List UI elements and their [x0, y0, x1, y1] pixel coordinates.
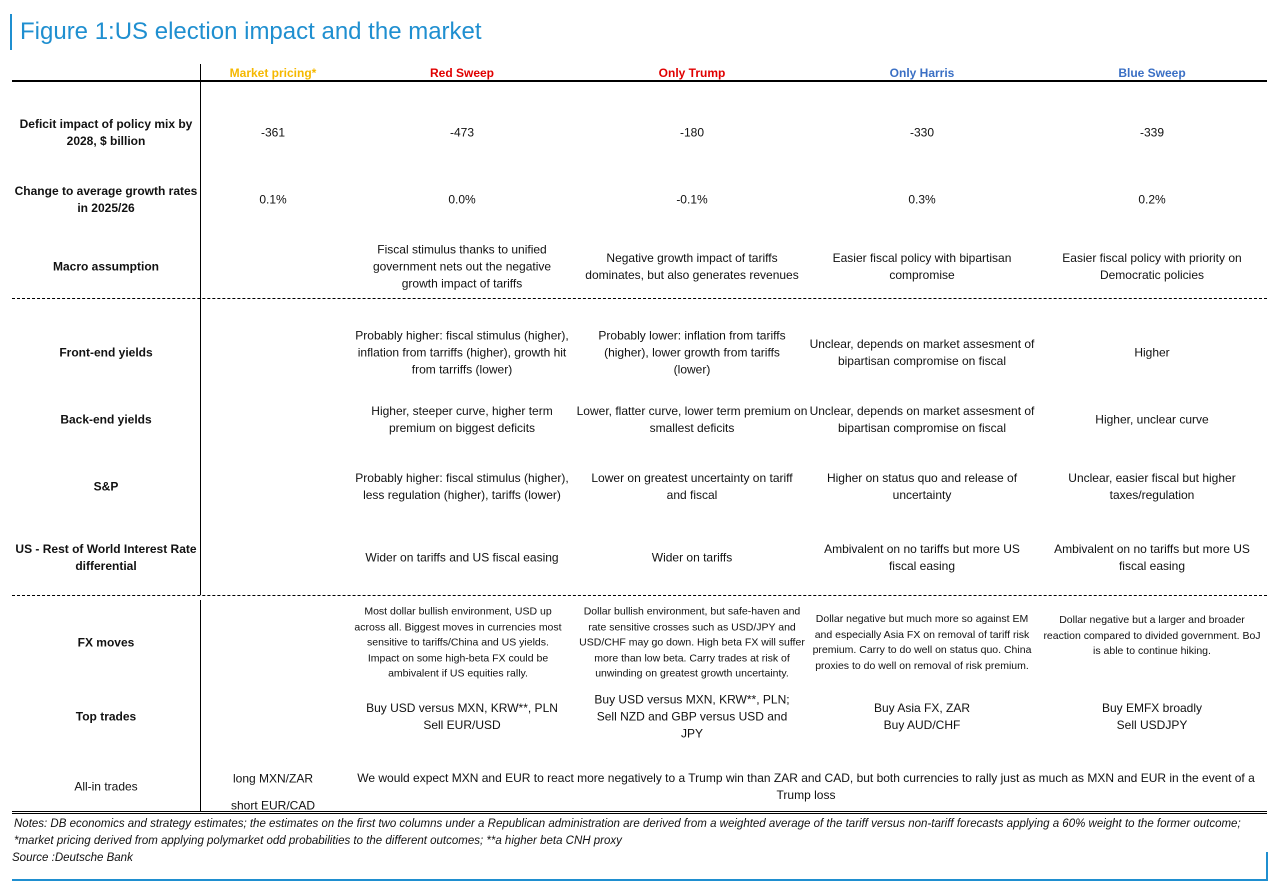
- cell-back-end-red-sweep: Higher, steeper curve, higher term premi…: [371, 404, 553, 435]
- column-header-only-trump: Only Trump: [658, 66, 726, 80]
- cell-deficit-blue-sweep: -339: [1139, 125, 1165, 140]
- row-label-growth: Change to average growth rates in 2025/2…: [14, 184, 198, 215]
- row-label-back-end-yields: Back-end yields: [60, 412, 152, 427]
- label-divider-3: [200, 600, 201, 812]
- cell-rate-diff-blue-sweep: Ambivalent on no tariffs but more US fis…: [1054, 542, 1250, 573]
- label-divider-2: [200, 304, 201, 595]
- cell-top-trades-blue-sweep: Buy EMFX broadly Sell USDJPY: [1101, 701, 1203, 732]
- cell-macro-only-trump: Negative growth impact of tariffs domina…: [585, 251, 799, 282]
- column-header-market-pricing: Market pricing*: [229, 66, 317, 80]
- cell-sp-only-harris: Higher on status quo and release of unce…: [826, 471, 1018, 502]
- source-note: Source :Deutsche Bank: [12, 852, 133, 864]
- cell-growth-only-trump: -0.1%: [676, 192, 708, 207]
- page-title: Figure 1:US election impact and the mark…: [20, 18, 482, 45]
- cell-deficit-market: -361: [260, 125, 286, 140]
- cell-fx-red-sweep: Most dollar bullish environment, USD up …: [354, 605, 562, 680]
- cell-macro-red-sweep: Fiscal stimulus thanks to unified govern…: [372, 242, 552, 291]
- label-divider-gap-1: [200, 298, 201, 304]
- cell-fx-blue-sweep: Dollar negative but a larger and broader…: [1043, 613, 1261, 657]
- cell-front-end-only-trump: Probably lower: inflation from tariffs (…: [598, 328, 786, 377]
- label-divider: [200, 64, 201, 298]
- cell-back-end-blue-sweep: Higher, unclear curve: [1095, 412, 1209, 427]
- footer-rule: [12, 879, 1268, 881]
- cell-growth-market: 0.1%: [259, 192, 287, 207]
- cell-growth-red-sweep: 0.0%: [448, 192, 476, 207]
- column-header-red-sweep: Red Sweep: [429, 66, 495, 80]
- cell-growth-only-harris: 0.3%: [908, 192, 936, 207]
- cell-all-in-market-long: long MXN/ZAR: [232, 771, 314, 786]
- cell-front-end-only-harris: Unclear, depends on market assesment of …: [809, 337, 1035, 368]
- cell-deficit-red-sweep: -473: [449, 125, 475, 140]
- cell-front-end-blue-sweep: Higher: [1134, 345, 1170, 360]
- cell-top-trades-red-sweep: Buy USD versus MXN, KRW**, PLN Sell EUR/…: [366, 701, 558, 732]
- cell-fx-only-trump: Dollar bullish environment, but safe-hav…: [579, 605, 805, 680]
- title-bar: Figure 1:US election impact and the mark…: [10, 14, 1270, 50]
- cell-back-end-only-trump: Lower, flatter curve, lower term premium…: [576, 404, 808, 435]
- row-label-fx-moves: FX moves: [77, 635, 135, 650]
- cell-deficit-only-trump: -180: [679, 125, 705, 140]
- cell-top-trades-only-harris: Buy Asia FX, ZAR Buy AUD/CHF: [873, 701, 971, 732]
- header-rule: [12, 80, 1267, 82]
- cell-all-in-market-short: short EUR/CAD: [230, 798, 316, 813]
- section-divider-2: [12, 595, 1267, 596]
- section-divider-1: [12, 298, 1267, 299]
- cell-growth-blue-sweep: 0.2%: [1138, 192, 1166, 207]
- row-label-all-in-trades: All-in trades: [74, 779, 138, 794]
- cell-rate-diff-only-harris: Ambivalent on no tariffs but more US fis…: [824, 542, 1020, 573]
- cell-rate-diff-only-trump: Wider on tariffs: [651, 550, 733, 565]
- row-label-top-trades: Top trades: [75, 709, 137, 724]
- row-label-deficit: Deficit impact of policy mix by 2028, $ …: [19, 117, 193, 148]
- cell-deficit-only-harris: -330: [909, 125, 935, 140]
- cell-all-in-scenarios: We would expect MXN and EUR to react mor…: [357, 771, 1255, 802]
- cell-macro-blue-sweep: Easier fiscal policy with priority on De…: [1062, 251, 1242, 282]
- column-header-only-harris: Only Harris: [889, 66, 955, 80]
- cell-back-end-only-harris: Unclear, depends on market assesment of …: [809, 404, 1035, 435]
- table-bottom-rule: [12, 811, 1267, 814]
- footer-accent-line: [1266, 852, 1268, 880]
- cell-sp-only-trump: Lower on greatest uncertainty on tariff …: [591, 471, 793, 502]
- cell-sp-blue-sweep: Unclear, easier fiscal but higher taxes/…: [1068, 471, 1236, 502]
- cell-top-trades-only-trump: Buy USD versus MXN, KRW**, PLN; Sell NZD…: [594, 692, 790, 741]
- cell-sp-red-sweep: Probably higher: fiscal stimulus (higher…: [355, 471, 569, 502]
- cell-front-end-red-sweep: Probably higher: fiscal stimulus (higher…: [355, 328, 569, 377]
- row-label-front-end-yields: Front-end yields: [59, 345, 153, 360]
- row-label-sp: S&P: [93, 479, 119, 494]
- cell-macro-only-harris: Easier fiscal policy with bipartisan com…: [832, 251, 1012, 282]
- cell-rate-diff-red-sweep: Wider on tariffs and US fiscal easing: [365, 550, 559, 565]
- cell-fx-only-harris: Dollar negative but much more so against…: [812, 613, 1032, 672]
- row-label-macro: Macro assumption: [52, 259, 160, 274]
- column-header-blue-sweep: Blue Sweep: [1118, 66, 1186, 80]
- table-notes: Notes: DB economics and strategy estimat…: [14, 818, 1241, 847]
- row-label-rate-differential: US - Rest of World Interest Rate differe…: [15, 542, 197, 573]
